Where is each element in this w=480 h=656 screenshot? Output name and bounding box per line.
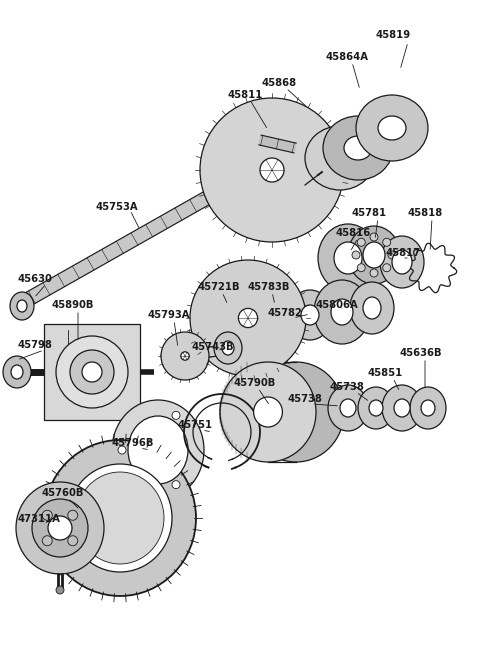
- Text: 45818: 45818: [408, 208, 443, 218]
- Ellipse shape: [378, 116, 406, 140]
- Ellipse shape: [56, 336, 128, 408]
- Ellipse shape: [68, 464, 172, 572]
- Ellipse shape: [253, 397, 282, 427]
- Text: 45806A: 45806A: [315, 300, 358, 310]
- Text: 45890B: 45890B: [52, 300, 95, 310]
- Ellipse shape: [260, 158, 284, 182]
- Ellipse shape: [363, 242, 385, 268]
- Text: 45796B: 45796B: [112, 438, 155, 448]
- Text: 45790B: 45790B: [234, 378, 276, 388]
- Ellipse shape: [16, 482, 104, 574]
- Ellipse shape: [239, 308, 258, 327]
- Ellipse shape: [388, 251, 396, 259]
- Ellipse shape: [42, 510, 52, 520]
- Ellipse shape: [369, 400, 383, 416]
- Ellipse shape: [348, 226, 400, 284]
- Text: 45793A: 45793A: [148, 310, 191, 320]
- Ellipse shape: [370, 269, 378, 277]
- Ellipse shape: [334, 242, 362, 274]
- Text: 45781: 45781: [352, 208, 387, 218]
- Ellipse shape: [421, 400, 435, 416]
- Ellipse shape: [82, 362, 102, 382]
- Ellipse shape: [410, 387, 446, 429]
- Text: 45817: 45817: [385, 248, 420, 258]
- Ellipse shape: [76, 472, 164, 564]
- Ellipse shape: [248, 362, 344, 462]
- Ellipse shape: [32, 499, 88, 557]
- Ellipse shape: [44, 440, 196, 596]
- Ellipse shape: [382, 385, 422, 431]
- Text: 45798: 45798: [18, 340, 53, 350]
- Ellipse shape: [56, 586, 64, 594]
- Ellipse shape: [305, 126, 375, 190]
- Ellipse shape: [222, 341, 234, 355]
- Ellipse shape: [118, 446, 126, 454]
- Ellipse shape: [112, 400, 204, 500]
- Text: 45864A: 45864A: [325, 52, 368, 62]
- Polygon shape: [14, 142, 299, 311]
- Ellipse shape: [314, 280, 370, 344]
- Ellipse shape: [326, 146, 354, 170]
- Text: 45783B: 45783B: [248, 282, 290, 292]
- Text: 45760B: 45760B: [42, 488, 84, 498]
- Ellipse shape: [288, 290, 332, 340]
- Ellipse shape: [328, 385, 368, 431]
- Text: 45751: 45751: [178, 420, 213, 430]
- Ellipse shape: [352, 251, 360, 259]
- Ellipse shape: [42, 536, 52, 546]
- Ellipse shape: [340, 399, 356, 417]
- Ellipse shape: [357, 238, 365, 246]
- Text: 45851: 45851: [368, 368, 403, 378]
- Ellipse shape: [68, 510, 78, 520]
- Ellipse shape: [392, 250, 412, 274]
- Ellipse shape: [370, 233, 378, 241]
- Ellipse shape: [344, 136, 372, 160]
- Ellipse shape: [350, 282, 394, 334]
- Ellipse shape: [181, 352, 189, 360]
- Ellipse shape: [331, 299, 353, 325]
- Ellipse shape: [357, 264, 365, 272]
- Ellipse shape: [161, 332, 209, 380]
- Text: 45636B: 45636B: [400, 348, 443, 358]
- Ellipse shape: [380, 236, 424, 288]
- Polygon shape: [161, 343, 236, 365]
- Ellipse shape: [323, 116, 393, 180]
- Ellipse shape: [363, 297, 381, 319]
- Polygon shape: [259, 135, 296, 153]
- Text: 45782: 45782: [268, 308, 303, 318]
- Text: 45743B: 45743B: [192, 342, 235, 352]
- Ellipse shape: [383, 238, 391, 246]
- Ellipse shape: [220, 362, 316, 462]
- Ellipse shape: [318, 224, 378, 292]
- Text: 45630: 45630: [18, 274, 53, 284]
- Ellipse shape: [190, 260, 306, 376]
- Ellipse shape: [356, 95, 428, 161]
- Ellipse shape: [17, 300, 27, 312]
- Text: 47311A: 47311A: [18, 514, 61, 524]
- Text: 45738: 45738: [288, 394, 323, 404]
- Ellipse shape: [172, 411, 180, 419]
- Ellipse shape: [358, 387, 394, 429]
- Text: 45738: 45738: [330, 382, 365, 392]
- Ellipse shape: [11, 365, 23, 379]
- Ellipse shape: [68, 536, 78, 546]
- Text: 45753A: 45753A: [95, 202, 138, 212]
- Ellipse shape: [200, 98, 344, 242]
- Ellipse shape: [10, 292, 34, 320]
- Bar: [44, 324, 140, 420]
- Ellipse shape: [394, 399, 410, 417]
- Ellipse shape: [214, 332, 242, 364]
- Ellipse shape: [70, 350, 114, 394]
- Text: 45811: 45811: [228, 90, 264, 100]
- Ellipse shape: [48, 516, 72, 540]
- Ellipse shape: [301, 305, 319, 325]
- Ellipse shape: [128, 416, 188, 484]
- Ellipse shape: [172, 481, 180, 489]
- Ellipse shape: [3, 356, 31, 388]
- Text: 45868: 45868: [262, 78, 297, 88]
- Text: 45819: 45819: [375, 30, 410, 40]
- Text: 45816: 45816: [336, 228, 371, 238]
- Text: 45721B: 45721B: [198, 282, 240, 292]
- Ellipse shape: [383, 264, 391, 272]
